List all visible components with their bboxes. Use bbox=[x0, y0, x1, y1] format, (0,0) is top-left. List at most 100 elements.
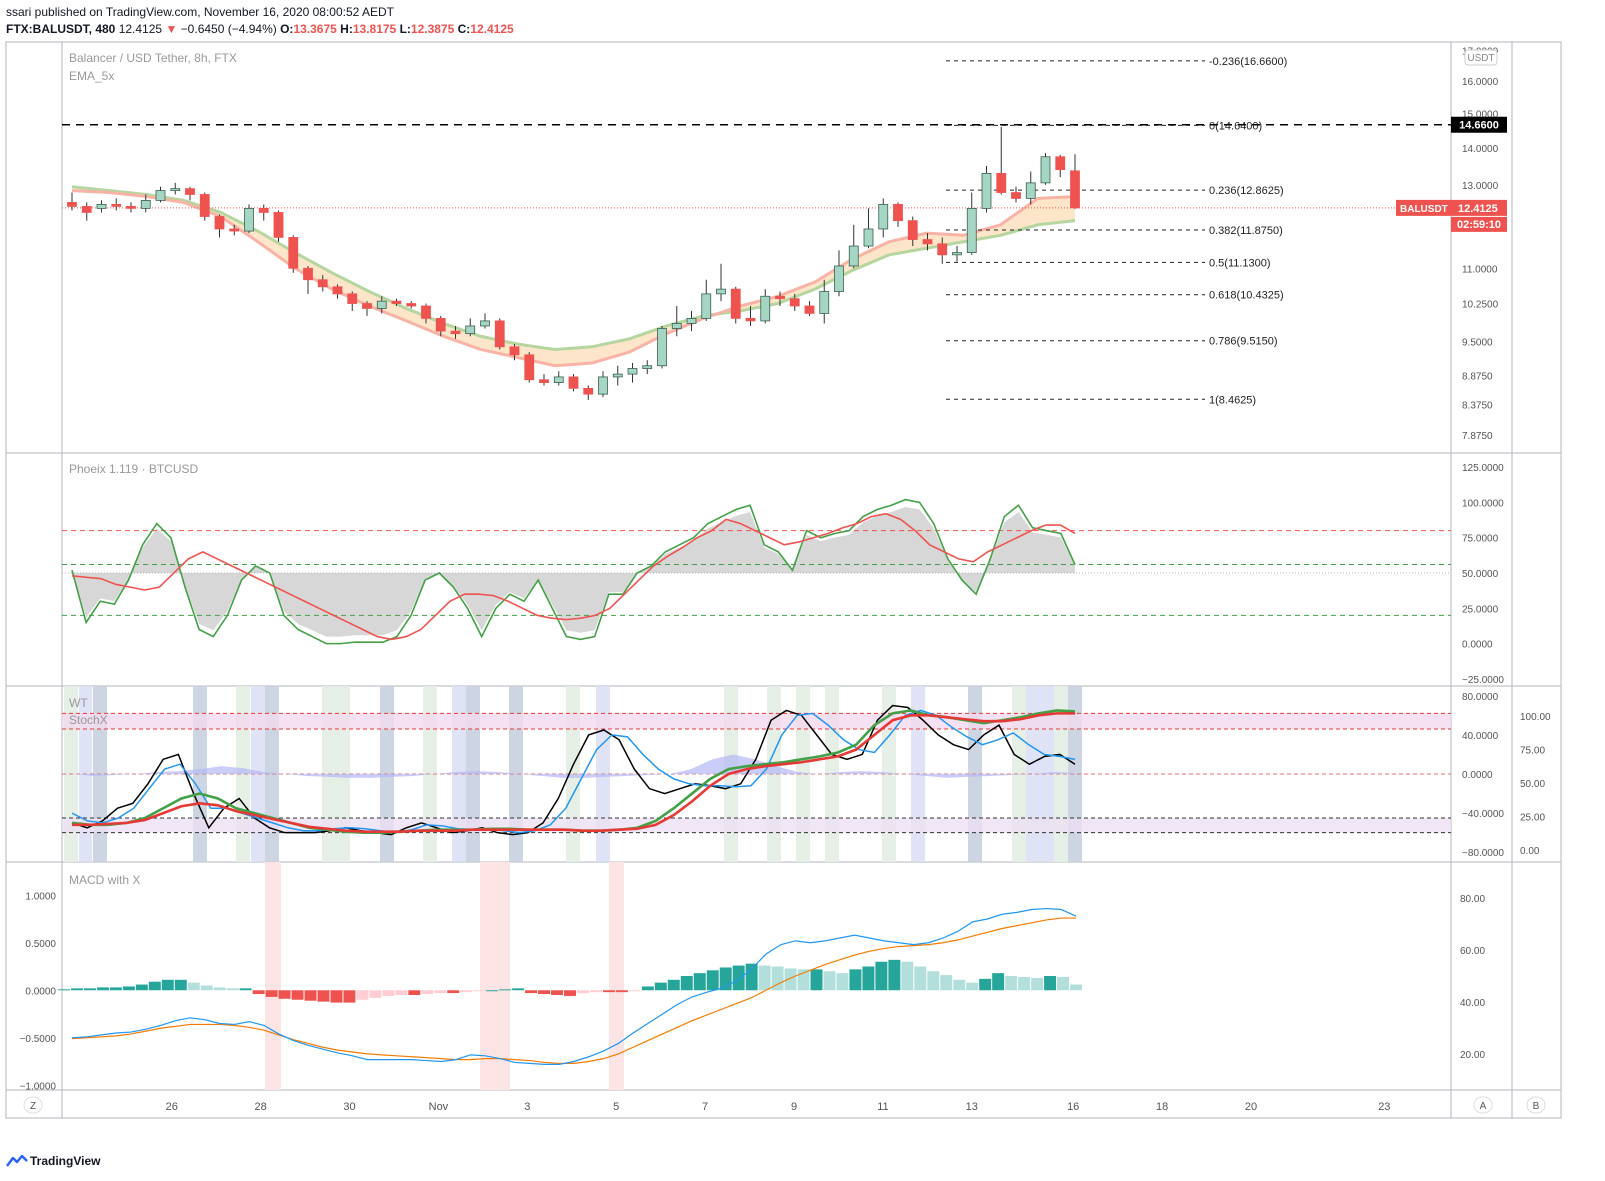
fib-level-label: 0.236(12.8625) bbox=[1209, 185, 1284, 197]
candle-body bbox=[347, 293, 358, 304]
macd-tick-label: 1.0000 bbox=[25, 891, 56, 902]
macd-histogram-bar bbox=[187, 982, 200, 991]
macd-histogram-bar bbox=[421, 990, 434, 995]
macd-histogram-bar bbox=[914, 966, 927, 991]
candle-body bbox=[568, 376, 579, 389]
time-tick-label: 11 bbox=[877, 1101, 888, 1113]
macd-histogram-bar bbox=[1044, 976, 1057, 991]
candle-body bbox=[627, 368, 638, 375]
symbol-line: FTX:BALUSDT, 480 12.4125 ▼ −0.6450 (−4.9… bbox=[6, 22, 514, 36]
candle-body bbox=[848, 245, 859, 267]
macd-histogram-bar bbox=[797, 969, 810, 991]
macd-tick-label: −1.0000 bbox=[20, 1081, 57, 1092]
pane-subtitle: EMA_5x bbox=[69, 69, 114, 83]
macd-signal-line bbox=[71, 917, 1076, 1064]
macd-histogram-bar bbox=[758, 965, 771, 991]
resistance-label: 14.6600 bbox=[1459, 120, 1499, 132]
price-tick-label: 11.0000 bbox=[1462, 264, 1498, 275]
macd-histogram-bar bbox=[291, 990, 304, 1000]
candle-body bbox=[273, 212, 284, 238]
high-label: H: bbox=[340, 22, 353, 36]
candle-body bbox=[258, 207, 269, 213]
close-value: 12.4125 bbox=[470, 22, 514, 36]
b-button bbox=[1526, 1096, 1546, 1114]
macd-cross-band bbox=[265, 862, 281, 1090]
price-tick-label: 14.0000 bbox=[1462, 144, 1499, 155]
macd-right-tick-label: 80.00 bbox=[1460, 894, 1485, 905]
macd-histogram-bar bbox=[680, 976, 693, 991]
macd-histogram-bar bbox=[460, 990, 473, 993]
time-tick-label: 18 bbox=[1156, 1101, 1168, 1113]
macd-histogram-bar bbox=[317, 990, 330, 1002]
macd-histogram-bar bbox=[628, 990, 641, 992]
candle-body bbox=[140, 199, 151, 209]
macd-histogram-bar bbox=[771, 966, 784, 991]
candle-body bbox=[539, 379, 549, 383]
candle-body bbox=[96, 203, 107, 209]
close-label: C: bbox=[457, 22, 471, 36]
macd-histogram-bar bbox=[979, 978, 992, 991]
candle-body bbox=[185, 188, 195, 195]
high-value: 13.8175 bbox=[352, 22, 397, 36]
countdown-box bbox=[1451, 216, 1507, 232]
candle-body bbox=[126, 205, 136, 209]
fib-level-label: 0.382(11.8750) bbox=[1209, 225, 1283, 237]
stoch-tick-label: 75.00 bbox=[1520, 746, 1545, 757]
candle-body bbox=[332, 286, 343, 295]
candle-body bbox=[155, 190, 166, 201]
stoch-tick-label: 100.00 bbox=[1520, 712, 1551, 723]
osc-tick-label: 0.0000 bbox=[1462, 640, 1493, 651]
candle-body bbox=[376, 300, 387, 309]
time-tick-label: 23 bbox=[1378, 1101, 1390, 1113]
candle-body bbox=[922, 239, 933, 245]
macd-histogram-bar bbox=[849, 969, 862, 991]
macd-histogram-bar bbox=[693, 973, 706, 991]
wt-tick-label: −80.0000 bbox=[1462, 848, 1504, 859]
candle-body bbox=[598, 376, 608, 395]
macd-histogram-bar bbox=[1057, 976, 1070, 991]
macd-histogram-bar bbox=[1031, 977, 1044, 991]
macd-tick-label: −0.5000 bbox=[20, 1034, 57, 1045]
macd-histogram-bar bbox=[58, 989, 70, 991]
candle-body bbox=[81, 205, 92, 213]
candle-body bbox=[553, 376, 564, 383]
osc-tick-label: 100.0000 bbox=[1462, 498, 1504, 509]
candle-body bbox=[1055, 156, 1066, 171]
price-tick-label: 8.3750 bbox=[1462, 400, 1493, 411]
macd-histogram-bar bbox=[161, 979, 174, 991]
price-tick-label: 8.8750 bbox=[1462, 372, 1493, 383]
macd-histogram-bar bbox=[745, 963, 758, 991]
macd-histogram-bar bbox=[823, 971, 836, 991]
macd-histogram-bar bbox=[1070, 984, 1082, 991]
macd-histogram-bar bbox=[343, 990, 356, 1003]
published-line: ssari published on TradingView.com, Nove… bbox=[6, 5, 395, 19]
macd-histogram-bar bbox=[564, 990, 576, 996]
macd-histogram-bar bbox=[265, 990, 278, 997]
wt-tick-label: 0.0000 bbox=[1462, 770, 1493, 781]
time-tick-label: 13 bbox=[966, 1101, 978, 1113]
macd-histogram-bar bbox=[83, 988, 96, 991]
wt-series-line bbox=[71, 704, 1076, 836]
pane-subtitle: StochX bbox=[69, 713, 108, 727]
candle-body bbox=[819, 291, 830, 314]
price-tick-label: 16.0000 bbox=[1462, 77, 1499, 88]
macd-histogram-bar bbox=[589, 990, 602, 993]
candle-body bbox=[996, 172, 1007, 193]
footer-brand[interactable]: TradingView bbox=[6, 1154, 100, 1168]
macd-histogram-bar bbox=[213, 987, 226, 991]
macd-histogram-bar bbox=[226, 988, 239, 991]
macd-histogram-bar bbox=[551, 990, 564, 995]
macd-histogram-bar bbox=[473, 990, 486, 992]
candle-body bbox=[612, 373, 623, 378]
macd-histogram-bar bbox=[953, 979, 966, 991]
osc-tick-label: 50.0000 bbox=[1462, 569, 1499, 580]
candle-body bbox=[111, 203, 122, 207]
b-button-label: B bbox=[1533, 1101, 1540, 1112]
price-label-box bbox=[1396, 199, 1507, 216]
oscillator-main-line bbox=[71, 498, 1076, 645]
price-tick-label: 15.0000 bbox=[1462, 109, 1499, 120]
candle-body bbox=[199, 194, 210, 217]
pane-title: MACD with X bbox=[69, 873, 140, 887]
osc-tick-label: −25.0000 bbox=[1462, 675, 1504, 686]
